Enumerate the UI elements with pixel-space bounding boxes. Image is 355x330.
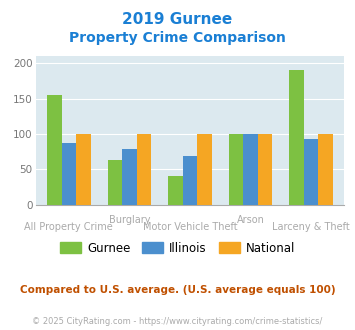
Legend: Gurnee, Illinois, National: Gurnee, Illinois, National bbox=[55, 237, 300, 259]
Bar bbox=[108, 160, 122, 205]
Bar bbox=[122, 149, 137, 205]
Text: Larceny & Theft: Larceny & Theft bbox=[272, 221, 350, 232]
Bar bbox=[197, 134, 212, 205]
Bar bbox=[61, 143, 76, 205]
Text: Compared to U.S. average. (U.S. average equals 100): Compared to U.S. average. (U.S. average … bbox=[20, 285, 335, 295]
Bar bbox=[183, 156, 197, 205]
Text: Motor Vehicle Theft: Motor Vehicle Theft bbox=[143, 221, 237, 232]
Bar bbox=[168, 176, 183, 205]
Text: 2019 Gurnee: 2019 Gurnee bbox=[122, 12, 233, 26]
Text: All Property Crime: All Property Crime bbox=[24, 221, 113, 232]
Text: Property Crime Comparison: Property Crime Comparison bbox=[69, 31, 286, 45]
Bar bbox=[304, 139, 318, 205]
Bar bbox=[318, 134, 333, 205]
Bar bbox=[229, 134, 243, 205]
Bar bbox=[243, 134, 258, 205]
Text: Burglary: Burglary bbox=[109, 215, 150, 225]
Text: © 2025 CityRating.com - https://www.cityrating.com/crime-statistics/: © 2025 CityRating.com - https://www.city… bbox=[32, 317, 323, 326]
Text: Arson: Arson bbox=[236, 215, 264, 225]
Bar bbox=[76, 134, 91, 205]
Bar bbox=[47, 95, 61, 205]
Bar bbox=[258, 134, 272, 205]
Bar bbox=[289, 70, 304, 205]
Bar bbox=[137, 134, 151, 205]
